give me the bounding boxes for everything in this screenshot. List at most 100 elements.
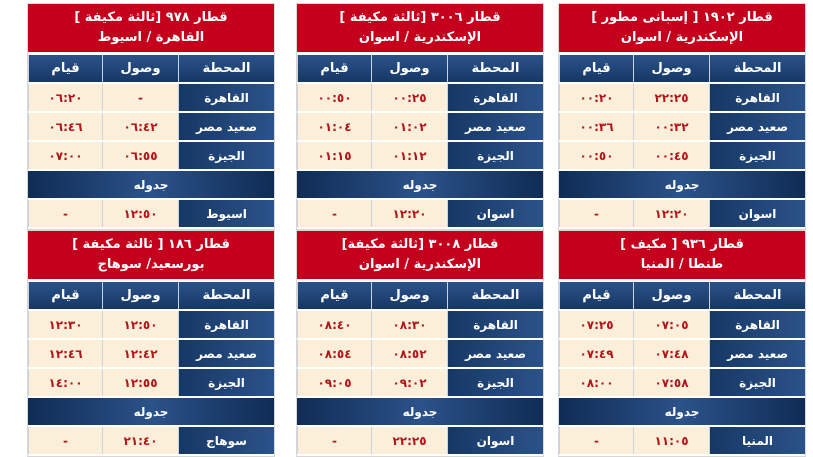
column-departure: قيام [559, 282, 633, 309]
arrival-time: ٠٦:٤٢ [102, 113, 178, 140]
station-name: صعيد مصر [447, 340, 543, 367]
departure-time: ٠٦:٤٦ [28, 113, 102, 140]
departure-time: - [559, 200, 633, 227]
departure-time: ٠١:٠٤ [297, 113, 371, 140]
final-stop-row: اسوان ١٢:٢٠ - [297, 200, 543, 229]
stop-row: الجيزة ٠٩:٠٢ ٠٩:٠٥ [297, 369, 543, 398]
stop-row: صعيد مصر ٠١:٠٢ ٠١:٠٤ [297, 113, 543, 142]
station-name: صعيد مصر [178, 113, 274, 140]
column-departure: قيام [559, 55, 633, 82]
station-name: صعيد مصر [178, 340, 274, 367]
arrival-time: ٠٠:٢٥ [371, 84, 447, 111]
departure-time: - [28, 200, 102, 227]
arrival-time: ٠١:٠٢ [371, 113, 447, 140]
stop-row: القاهرة ٠٧:٠٥ ٠٧:٢٥ [559, 311, 805, 340]
train-route: الإسكندرية / اسوان [358, 257, 482, 272]
stop-row: الجيزة ١٢:٥٥ ١٤:٠٠ [28, 369, 274, 398]
column-station: المحطة [447, 55, 543, 82]
train-title: قطار ٣٠٠٨ [ثالثة مكيفة] [341, 237, 499, 252]
schedule-label: جدوله [28, 398, 274, 427]
column-departure: قيام [28, 55, 102, 82]
train-header: قطار ٣٠٠٦ [ثالثة مكيفة ] الإسكندرية / اس… [297, 4, 543, 55]
station-name: سوهاج [178, 427, 274, 454]
train-route: القاهرة / اسيوط [97, 30, 205, 45]
train-route: طنطا / المنيا [640, 257, 724, 272]
column-header-row: المحطة وصول قيام [297, 55, 543, 84]
column-station: المحطة [178, 282, 274, 309]
departure-time: ٠٠:٥٠ [297, 84, 371, 111]
station-name: المنيا [709, 427, 805, 454]
schedule-label: جدوله [297, 398, 543, 427]
departure-time: ١٢:٤٦ [28, 340, 102, 367]
stop-row: القاهرة -٠٦:٢٠ [28, 84, 274, 113]
departure-time: ٠٨:٤٠ [297, 311, 371, 338]
arrival-time: ٠٨:٥٢ [371, 340, 447, 367]
column-station: المحطة [709, 282, 805, 309]
departure-time: ٠٠:٢٠ [559, 84, 633, 111]
station-name: الجيزة [178, 369, 274, 396]
stop-row: القاهرة ٠٠:٢٥ ٠٠:٥٠ [297, 84, 543, 113]
departure-time: - [297, 200, 371, 227]
station-name: صعيد مصر [709, 113, 805, 140]
stop-row: صعيد مصر ٠٨:٥٢ ٠٨:٥٤ [297, 340, 543, 369]
arrival-time: ١٢:٥٥ [102, 369, 178, 396]
schedule-label: جدوله [297, 171, 543, 200]
stop-row: صعيد مصر ٠٧:٤٨ ٠٧:٤٩ [559, 340, 805, 369]
station-name: اسوان [447, 200, 543, 227]
station-name: الجيزة [447, 142, 543, 169]
column-station: المحطة [178, 55, 274, 82]
departure-time: ٠٧:٤٩ [559, 340, 633, 367]
departure-time: ٠٠:٣٦ [559, 113, 633, 140]
departure-time: ٠٠:٥٠ [559, 142, 633, 169]
stop-row: الجيزة ٠٦:٥٥ ٠٧:٠٠ [28, 142, 274, 171]
train-title: قطار ١٩٠٢ [ إسبانى مطور ] [591, 10, 773, 25]
station-name: القاهرة [447, 311, 543, 338]
final-stop-row: سوهاج ٢١:٤٠ - [28, 427, 274, 456]
train-title: قطار ٩٧٨ [ثالثة مكيفة ] [74, 10, 228, 25]
departure-time: ١٤:٠٠ [28, 369, 102, 396]
departure-time: ٠٩:٠٥ [297, 369, 371, 396]
stop-row: الجيزة ٠١:١٢ ٠١:١٥ [297, 142, 543, 171]
station-name: الجيزة [447, 369, 543, 396]
column-departure: قيام [297, 282, 371, 309]
train-card: قطار ١٩٠٢ [ إسبانى مطور ] الإسكندرية / ا… [558, 3, 806, 230]
departure-time: - [559, 427, 633, 454]
station-name: الجيزة [709, 369, 805, 396]
train-card: قطار ٣٠٠٨ [ثالثة مكيفة] الإسكندرية / اسو… [296, 230, 544, 457]
station-name: الجيزة [178, 142, 274, 169]
stop-row: القاهرة ١٢:٥٠ ١٢:٣٠ [28, 311, 274, 340]
arrival-time: ٢٢:٢٥ [371, 427, 447, 454]
station-name: القاهرة [178, 311, 274, 338]
train-route: الإسكندرية / اسوان [620, 30, 744, 45]
train-card: قطار ١٨٦ [ ثالثة مكيفة ] بورسعيد/ سوهاج … [27, 230, 275, 457]
column-station: المحطة [709, 55, 805, 82]
arrival-time: ٠٠:٤٥ [633, 142, 709, 169]
arrival-time: ١٢:٢٠ [633, 200, 709, 227]
column-header-row: المحطة وصول قيام [28, 55, 274, 84]
arrival-time: ٠٨:٣٠ [371, 311, 447, 338]
schedule-label: جدوله [559, 398, 805, 427]
stop-row: الجيزة ٠٠:٤٥ ٠٠:٥٠ [559, 142, 805, 171]
train-card: قطار ٣٠٠٦ [ثالثة مكيفة ] الإسكندرية / اس… [296, 3, 544, 230]
station-name: القاهرة [709, 84, 805, 111]
departure-time: ٠٨:٠٠ [559, 369, 633, 396]
arrival-time: ٠٧:٥٨ [633, 369, 709, 396]
station-name: القاهرة [709, 311, 805, 338]
station-name: اسوان [709, 200, 805, 227]
column-arrival: وصول [633, 282, 709, 309]
arrival-time: ٠٩:٠٢ [371, 369, 447, 396]
arrival-time: ٠٦:٥٥ [102, 142, 178, 169]
departure-time: ٠١:١٥ [297, 142, 371, 169]
final-stop-row: اسوان ١٢:٢٠ - [559, 200, 805, 229]
departure-time: - [297, 427, 371, 454]
arrival-time: ١١:٠٥ [633, 427, 709, 454]
arrival-time: ٢٢:٢٥ [633, 84, 709, 111]
train-card: قطار ٩٧٨ [ثالثة مكيفة ] القاهرة / اسيوط … [27, 3, 275, 230]
departure-time: ١٢:٣٠ [28, 311, 102, 338]
stop-row: القاهرة ٢٢:٢٥ ٠٠:٢٠ [559, 84, 805, 113]
column-header-row: المحطة وصول قيام [297, 282, 543, 311]
arrival-time: ١٢:٤٢ [102, 340, 178, 367]
station-name: اسيوط [178, 200, 274, 227]
schedule-label: جدوله [559, 171, 805, 200]
column-arrival: وصول [371, 282, 447, 309]
